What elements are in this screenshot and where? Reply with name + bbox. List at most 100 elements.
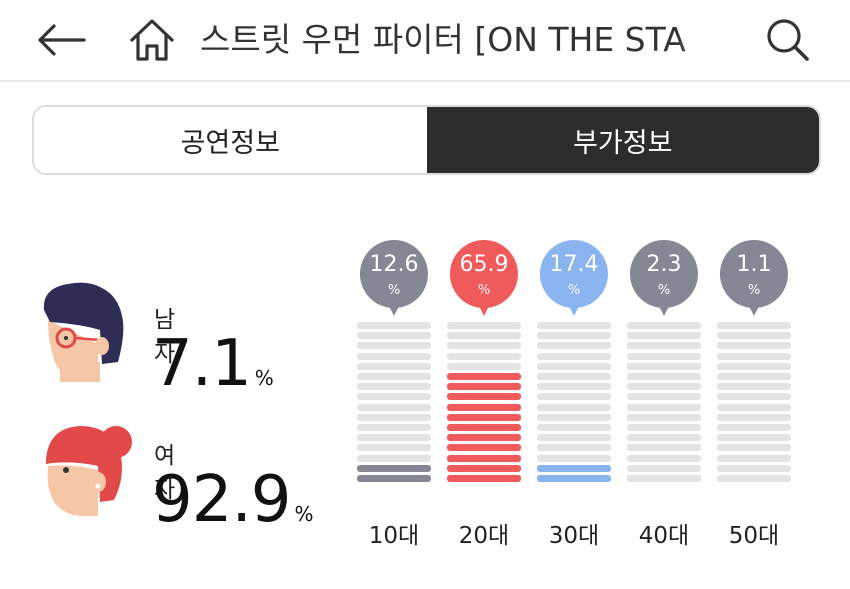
female-unit: % — [294, 502, 314, 526]
home-button[interactable] — [126, 14, 178, 66]
bar-segment — [717, 393, 791, 401]
age-bar-20s — [447, 322, 521, 506]
search-button[interactable] — [762, 14, 814, 66]
age-bar-50s — [717, 322, 791, 506]
bar-segment — [357, 464, 431, 472]
bar-segment — [537, 454, 611, 462]
bar-segment — [717, 322, 791, 329]
bar-segment — [537, 413, 611, 421]
bar-segment — [357, 403, 431, 411]
age-label-10s: 10대 — [368, 523, 420, 549]
bar-segment — [717, 342, 791, 350]
bar-segment — [717, 362, 791, 370]
bar-segment — [447, 403, 521, 411]
age-column-20s: 65.9 % 20대 — [447, 238, 521, 549]
bar-segment — [357, 444, 431, 452]
age-column-10s: 12.6 % 10대 — [357, 238, 431, 549]
bar-segment — [717, 444, 791, 452]
bar-segment — [447, 383, 521, 391]
bar-segment — [717, 332, 791, 340]
tab-performance-info[interactable]: 공연정보 — [34, 107, 427, 173]
age-value-20s: 65.9 — [459, 252, 509, 277]
age-value-50s: 1.1 — [736, 252, 772, 277]
bar-segment — [537, 403, 611, 411]
bar-segment — [627, 362, 701, 370]
bar-segment — [447, 342, 521, 350]
age-value-10s: 12.6 — [369, 252, 419, 277]
bar-segment — [627, 383, 701, 391]
age-value-30s: 17.4 — [549, 252, 599, 277]
bar-segment — [717, 352, 791, 360]
tab-additional-info[interactable]: 부가정보 — [426, 107, 819, 173]
bar-segment — [717, 434, 791, 442]
bar-segment — [447, 475, 521, 482]
bar-segment — [537, 464, 611, 472]
bar-segment — [537, 393, 611, 401]
search-icon — [767, 19, 809, 61]
age-unit-40s: % — [657, 283, 671, 298]
bar-segment — [537, 342, 611, 350]
bar-segment — [357, 383, 431, 391]
bar-segment — [357, 362, 431, 370]
female-label: 여자 — [154, 443, 176, 503]
bar-segment — [447, 373, 521, 380]
bar-segment — [627, 352, 701, 360]
bar-segment — [537, 352, 611, 360]
bar-segment — [447, 454, 521, 462]
bar-segment — [537, 332, 611, 340]
home-icon — [130, 19, 174, 61]
bar-segment — [357, 322, 431, 329]
age-bar-40s — [627, 322, 701, 506]
bubble-20s — [449, 240, 518, 316]
age-label-30s: 30대 — [548, 523, 600, 549]
bar-segment — [717, 424, 791, 431]
bar-segment — [357, 342, 431, 350]
bar-segment — [627, 464, 701, 472]
bar-segment — [447, 424, 521, 431]
bar-segment — [537, 475, 611, 482]
bar-segment — [537, 362, 611, 370]
bar-segment — [627, 475, 701, 482]
age-unit-20s: % — [477, 283, 491, 298]
bar-segment — [447, 444, 521, 452]
male-avatar-icon — [43, 282, 124, 382]
bubble-50s — [719, 240, 788, 316]
app-header: 스트릿 우먼 파이터 [ON THE STA — [0, 0, 850, 82]
bar-segment — [357, 393, 431, 401]
bar-segment — [717, 464, 791, 472]
age-label-20s: 20대 — [458, 523, 510, 549]
age-label-50s: 50대 — [728, 523, 780, 549]
male-value: 7.1 — [152, 327, 252, 401]
age-bar-30s — [537, 322, 611, 506]
bar-segment — [717, 454, 791, 462]
bar-segment — [717, 383, 791, 391]
bar-segment — [357, 454, 431, 462]
back-button[interactable] — [32, 18, 92, 62]
bar-segment — [447, 322, 521, 329]
age-column-40s: 2.3 % 40대 — [627, 238, 701, 549]
bar-segment — [447, 393, 521, 401]
bar-segment — [537, 322, 611, 329]
bar-segment — [357, 352, 431, 360]
age-unit-10s: % — [387, 283, 401, 298]
age-unit-50s: % — [747, 283, 761, 298]
age-column-50s: 1.1 % 50대 — [717, 238, 791, 549]
age-label-40s: 40대 — [638, 523, 690, 549]
bar-segment — [717, 413, 791, 421]
bar-segment — [537, 383, 611, 391]
bar-segment — [537, 444, 611, 452]
bar-segment — [357, 332, 431, 340]
age-unit-30s: % — [567, 283, 581, 298]
page-title: 스트릿 우먼 파이터 [ON THE STA — [200, 20, 686, 59]
back-arrow-icon — [38, 24, 86, 56]
bar-segment — [627, 342, 701, 350]
age-bar-10s — [357, 322, 431, 506]
bar-segment — [627, 393, 701, 401]
bar-segment — [447, 413, 521, 421]
bar-segment — [627, 373, 701, 380]
bar-segment — [627, 424, 701, 431]
info-tabs: 공연정보 부가정보 — [32, 105, 821, 175]
bar-segment — [447, 332, 521, 340]
female-value: 92.9 — [152, 463, 291, 537]
bar-segment — [717, 475, 791, 482]
